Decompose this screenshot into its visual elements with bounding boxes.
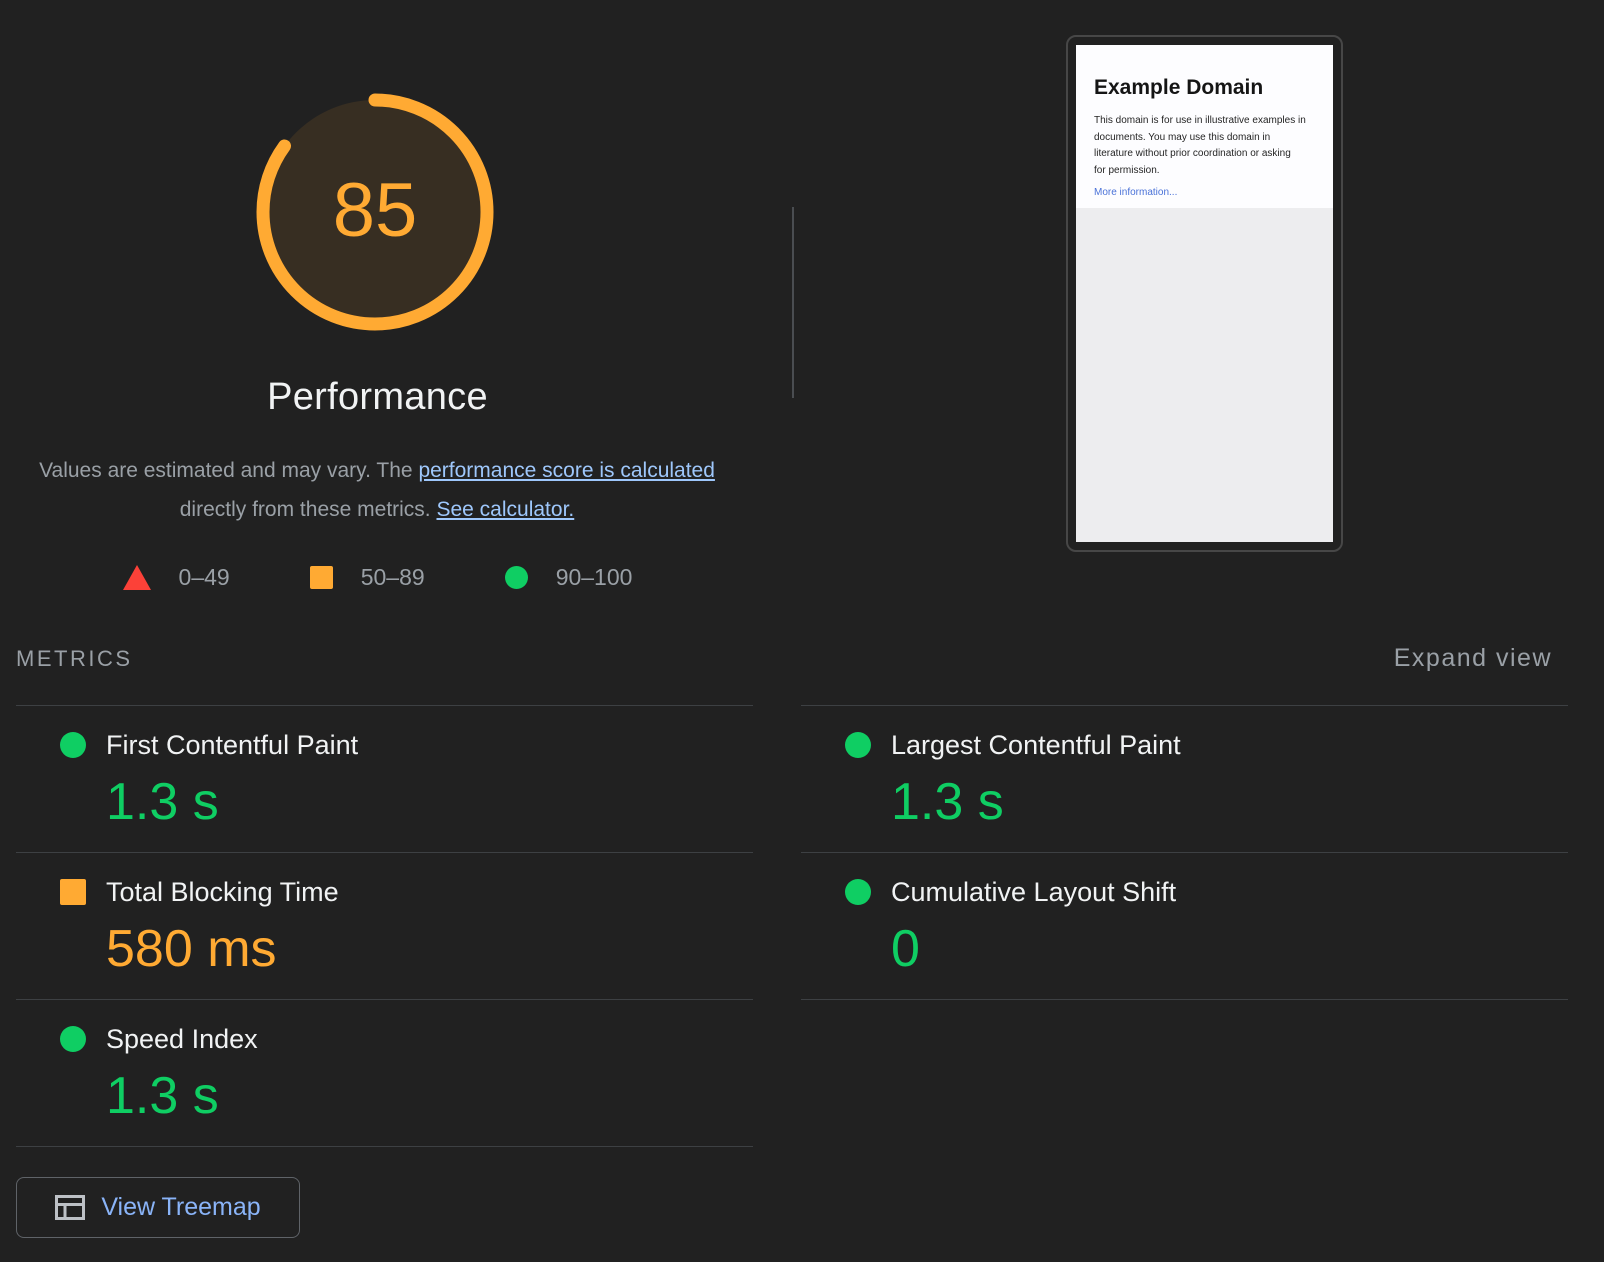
- score-legend: 0–49 50–89 90–100: [0, 564, 755, 591]
- fail-triangle-icon: [122, 565, 151, 590]
- metrics-column-left: First Contentful Paint 1.3 s Total Block…: [16, 705, 753, 1147]
- more-information-link: More information...: [1094, 187, 1178, 198]
- screenshot-body-line: documents. You may use this domain in: [1094, 131, 1271, 143]
- screenshot-heading: Example Domain: [1094, 76, 1264, 99]
- gauge-background-disc: [263, 100, 487, 324]
- final-screenshot-thumbnail[interactable]: Example Domain This domain is for use in…: [1066, 35, 1343, 552]
- pass-circle-icon: [845, 732, 871, 758]
- metric-value: 1.3 s: [891, 773, 1004, 831]
- average-square-icon: [60, 879, 86, 905]
- metric-largest-contentful-paint: Largest Contentful Paint 1.3 s: [801, 705, 1568, 852]
- legend-item-average: 50–89: [309, 564, 425, 591]
- metric-total-blocking-time: Total Blocking Time 580 ms: [16, 852, 753, 999]
- metrics-column-right: Largest Contentful Paint 1.3 s Cumulativ…: [801, 705, 1568, 1000]
- metric-label: Total Blocking Time: [106, 876, 339, 907]
- average-square-icon: [309, 566, 333, 589]
- screenshot-page-content: Example Domain This domain is for use in…: [1076, 45, 1333, 208]
- metric-value: 0: [891, 920, 920, 978]
- metric-cumulative-layout-shift: Cumulative Layout Shift 0: [801, 852, 1568, 999]
- legend-average-range: 50–89: [360, 564, 425, 590]
- metric-value: 1.3 s: [106, 773, 219, 831]
- screenshot-page-background: [1076, 208, 1333, 542]
- metric-first-contentful-paint: First Contentful Paint 1.3 s: [16, 705, 753, 852]
- see-calculator-link[interactable]: See calculator.: [436, 498, 575, 521]
- vertical-divider: [792, 207, 794, 398]
- description-text-before: Values are estimated and may vary. The: [39, 459, 419, 482]
- metric-label: Largest Contentful Paint: [891, 729, 1181, 760]
- metrics-section-title: METRICS: [16, 646, 133, 671]
- metric-label: Speed Index: [106, 1023, 258, 1054]
- view-treemap-button[interactable]: View Treemap: [16, 1177, 300, 1238]
- treemap-icon: [55, 1195, 86, 1220]
- legend-item-fail: 0–49: [122, 564, 230, 591]
- metric-label: Cumulative Layout Shift: [891, 876, 1177, 907]
- metric-value: 1.3 s: [106, 1067, 219, 1125]
- pass-circle-icon: [504, 566, 528, 589]
- legend-fail-range: 0–49: [178, 564, 230, 590]
- metric-speed-index: Speed Index 1.3 s: [16, 999, 753, 1146]
- pass-circle-icon: [845, 879, 871, 905]
- screenshot-body-line: literature without prior coordination or…: [1094, 148, 1291, 159]
- performance-category-title: Performance: [267, 376, 488, 418]
- performance-score-calculated-link[interactable]: performance score is calculated: [418, 459, 715, 482]
- screenshot-body-line: for permission.: [1094, 164, 1160, 176]
- performance-score-gauge[interactable]: 85: [255, 92, 495, 332]
- view-treemap-label: View Treemap: [101, 1193, 261, 1221]
- screenshot-body: This domain is for use in illustrative e…: [1094, 113, 1329, 179]
- expand-view-button[interactable]: Expand view: [1393, 644, 1552, 672]
- metric-value: 580 ms: [106, 920, 277, 978]
- pass-circle-icon: [60, 1026, 86, 1052]
- screenshot-body-line: This domain is for use in illustrative e…: [1094, 115, 1306, 126]
- pass-circle-icon: [60, 732, 86, 758]
- gauge-arc: [256, 93, 494, 331]
- gauge-score-value: 85: [332, 167, 418, 253]
- description-text-middle: directly from these metrics.: [179, 498, 437, 521]
- legend-item-pass: 90–100: [504, 564, 633, 591]
- score-description: Values are estimated and may vary. The p…: [27, 451, 727, 529]
- metric-label: First Contentful Paint: [106, 729, 359, 760]
- legend-pass-range: 90–100: [555, 564, 633, 590]
- gauge-svg: [256, 93, 494, 331]
